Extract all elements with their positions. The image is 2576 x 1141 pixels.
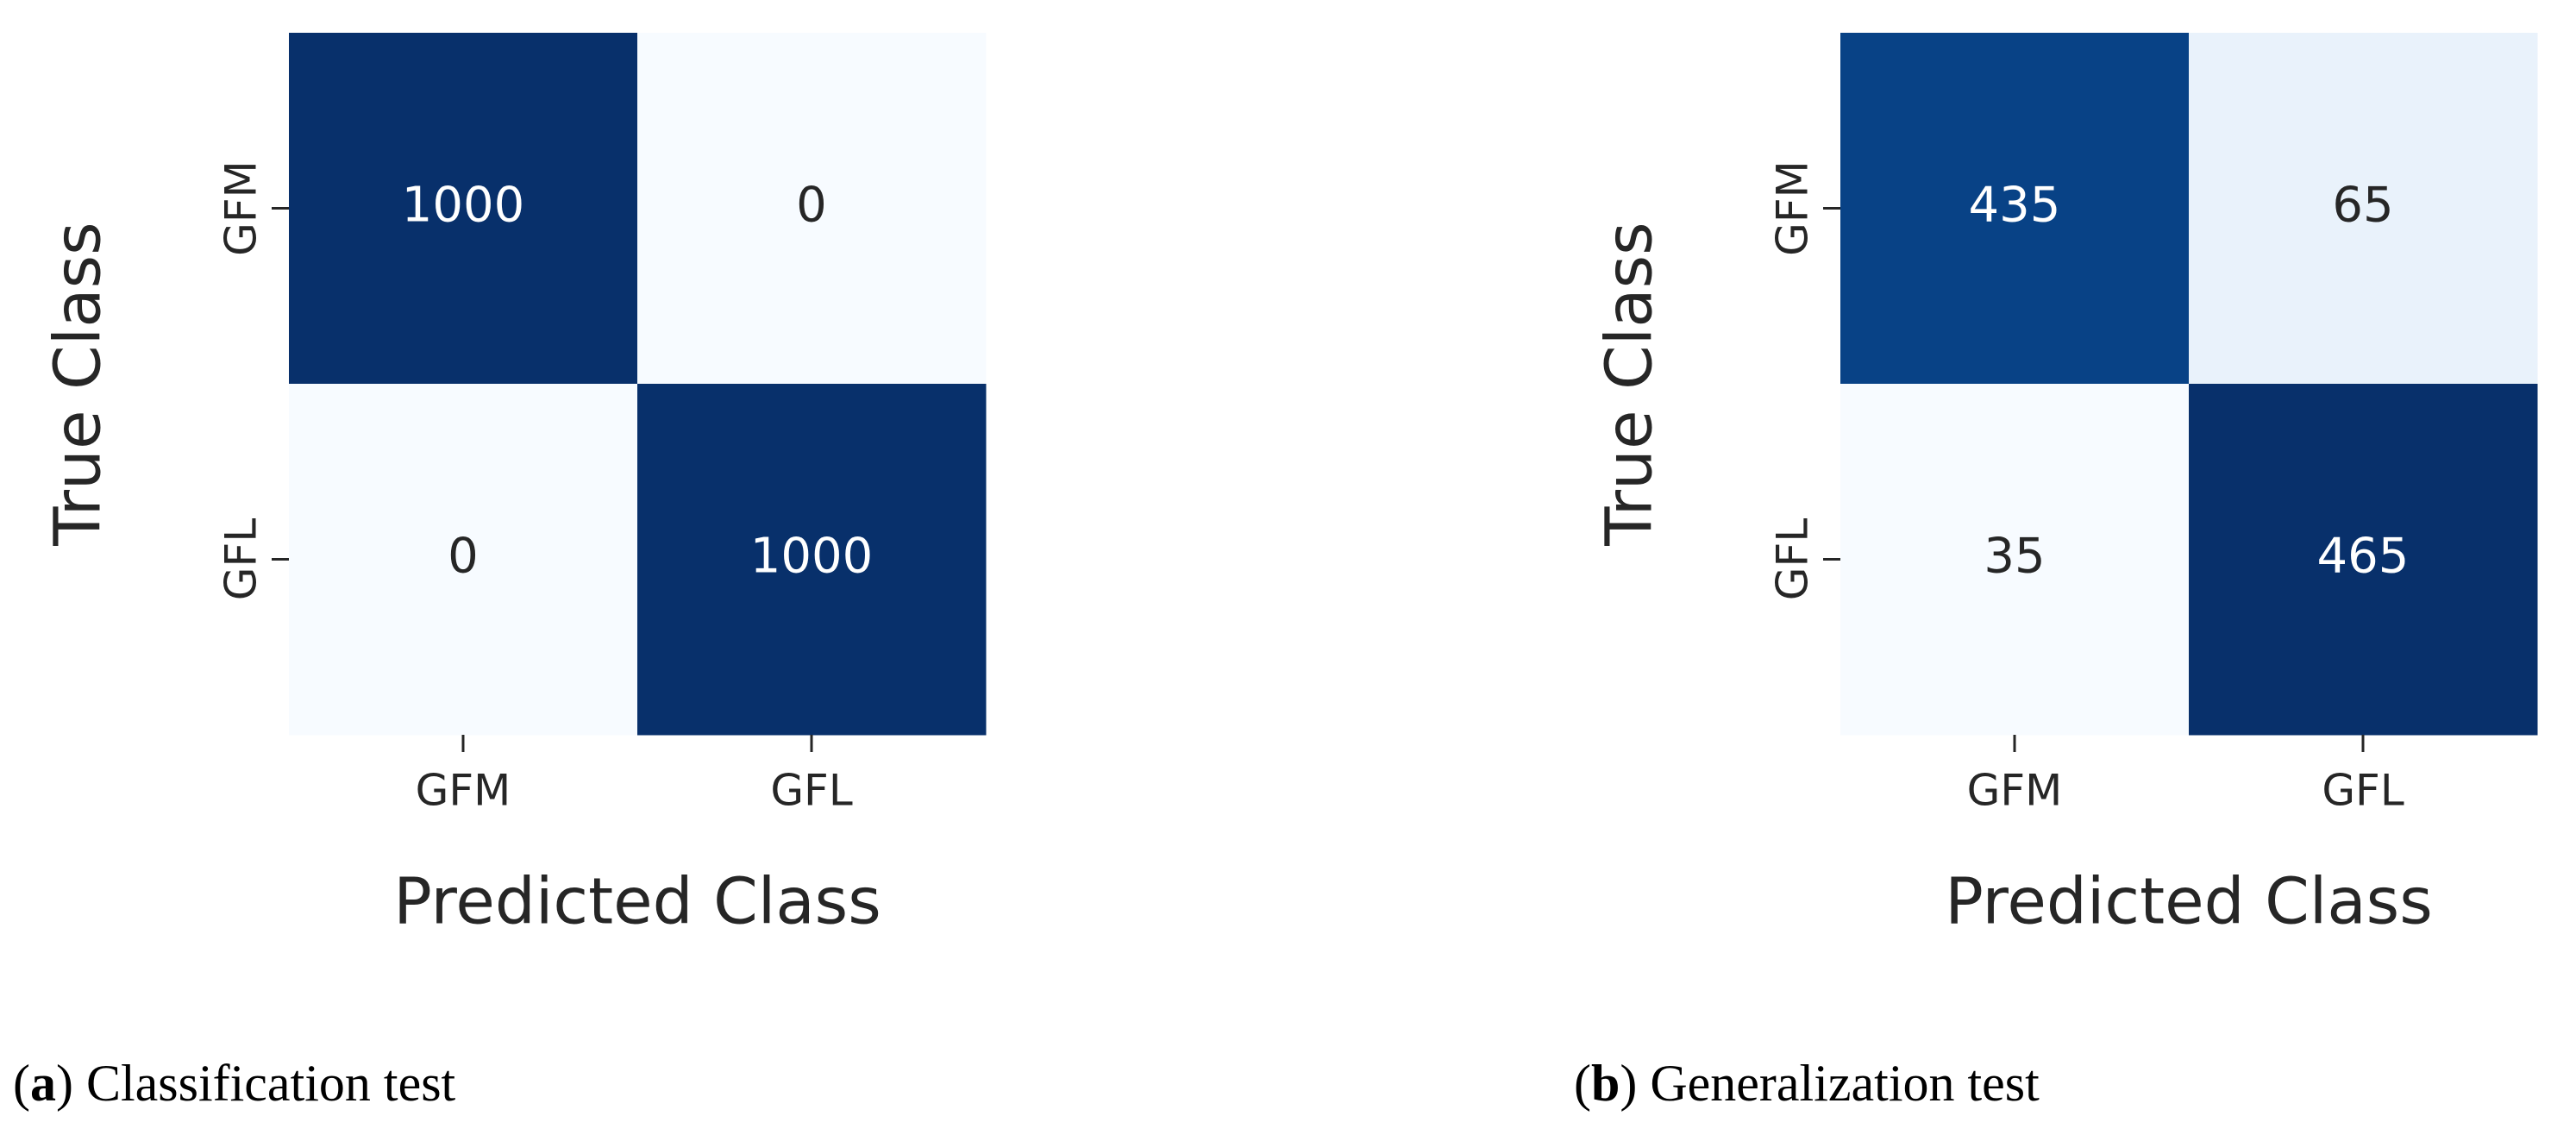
cell-value: 35	[1984, 529, 2045, 585]
y-tick-label: GFM	[1768, 160, 1818, 256]
heatmap-cell	[289, 384, 638, 736]
x-axis-label: Predicted Class	[393, 865, 881, 939]
caption-part: ) Generalization test	[1620, 1055, 2040, 1112]
caption: (a) Classification test	[13, 1055, 456, 1112]
x-tick-label: GFM	[416, 766, 511, 816]
caption: (b) Generalization test	[1574, 1055, 2040, 1112]
cell-value: 1000	[402, 178, 525, 234]
x-axis-label: Predicted Class	[1945, 865, 2433, 939]
cell-value: 1000	[750, 529, 874, 585]
caption-part: b	[1591, 1055, 1620, 1112]
caption-part: a	[30, 1055, 56, 1112]
heatmap-cell	[2189, 33, 2538, 385]
cell-value: 65	[2332, 178, 2393, 234]
heatmap-cell	[637, 384, 987, 736]
cell-value: 0	[448, 529, 479, 585]
y-axis-label: True Class	[1593, 222, 1667, 546]
caption-part: (	[1574, 1055, 1591, 1112]
heatmap-cell	[637, 33, 987, 385]
cell-value: 0	[796, 178, 827, 234]
x-tick-label: GFL	[2322, 766, 2404, 816]
heatmap-cell	[2189, 384, 2538, 736]
cell-value: 465	[2317, 529, 2410, 585]
y-tick-label: GFM	[216, 160, 266, 256]
y-tick-label: GFL	[1768, 518, 1818, 601]
heatmap-cell	[1840, 384, 2190, 736]
y-tick-label: GFL	[216, 518, 266, 601]
x-tick-label: GFL	[770, 766, 853, 816]
heatmap-cell	[289, 33, 638, 385]
caption-part: ) Classification test	[56, 1055, 456, 1112]
y-axis-label: True Class	[41, 222, 116, 546]
heatmap-cell	[1840, 33, 2190, 385]
x-tick-label: GFM	[1967, 766, 2063, 816]
cell-value: 435	[1969, 178, 2061, 234]
caption-part: (	[13, 1055, 30, 1112]
